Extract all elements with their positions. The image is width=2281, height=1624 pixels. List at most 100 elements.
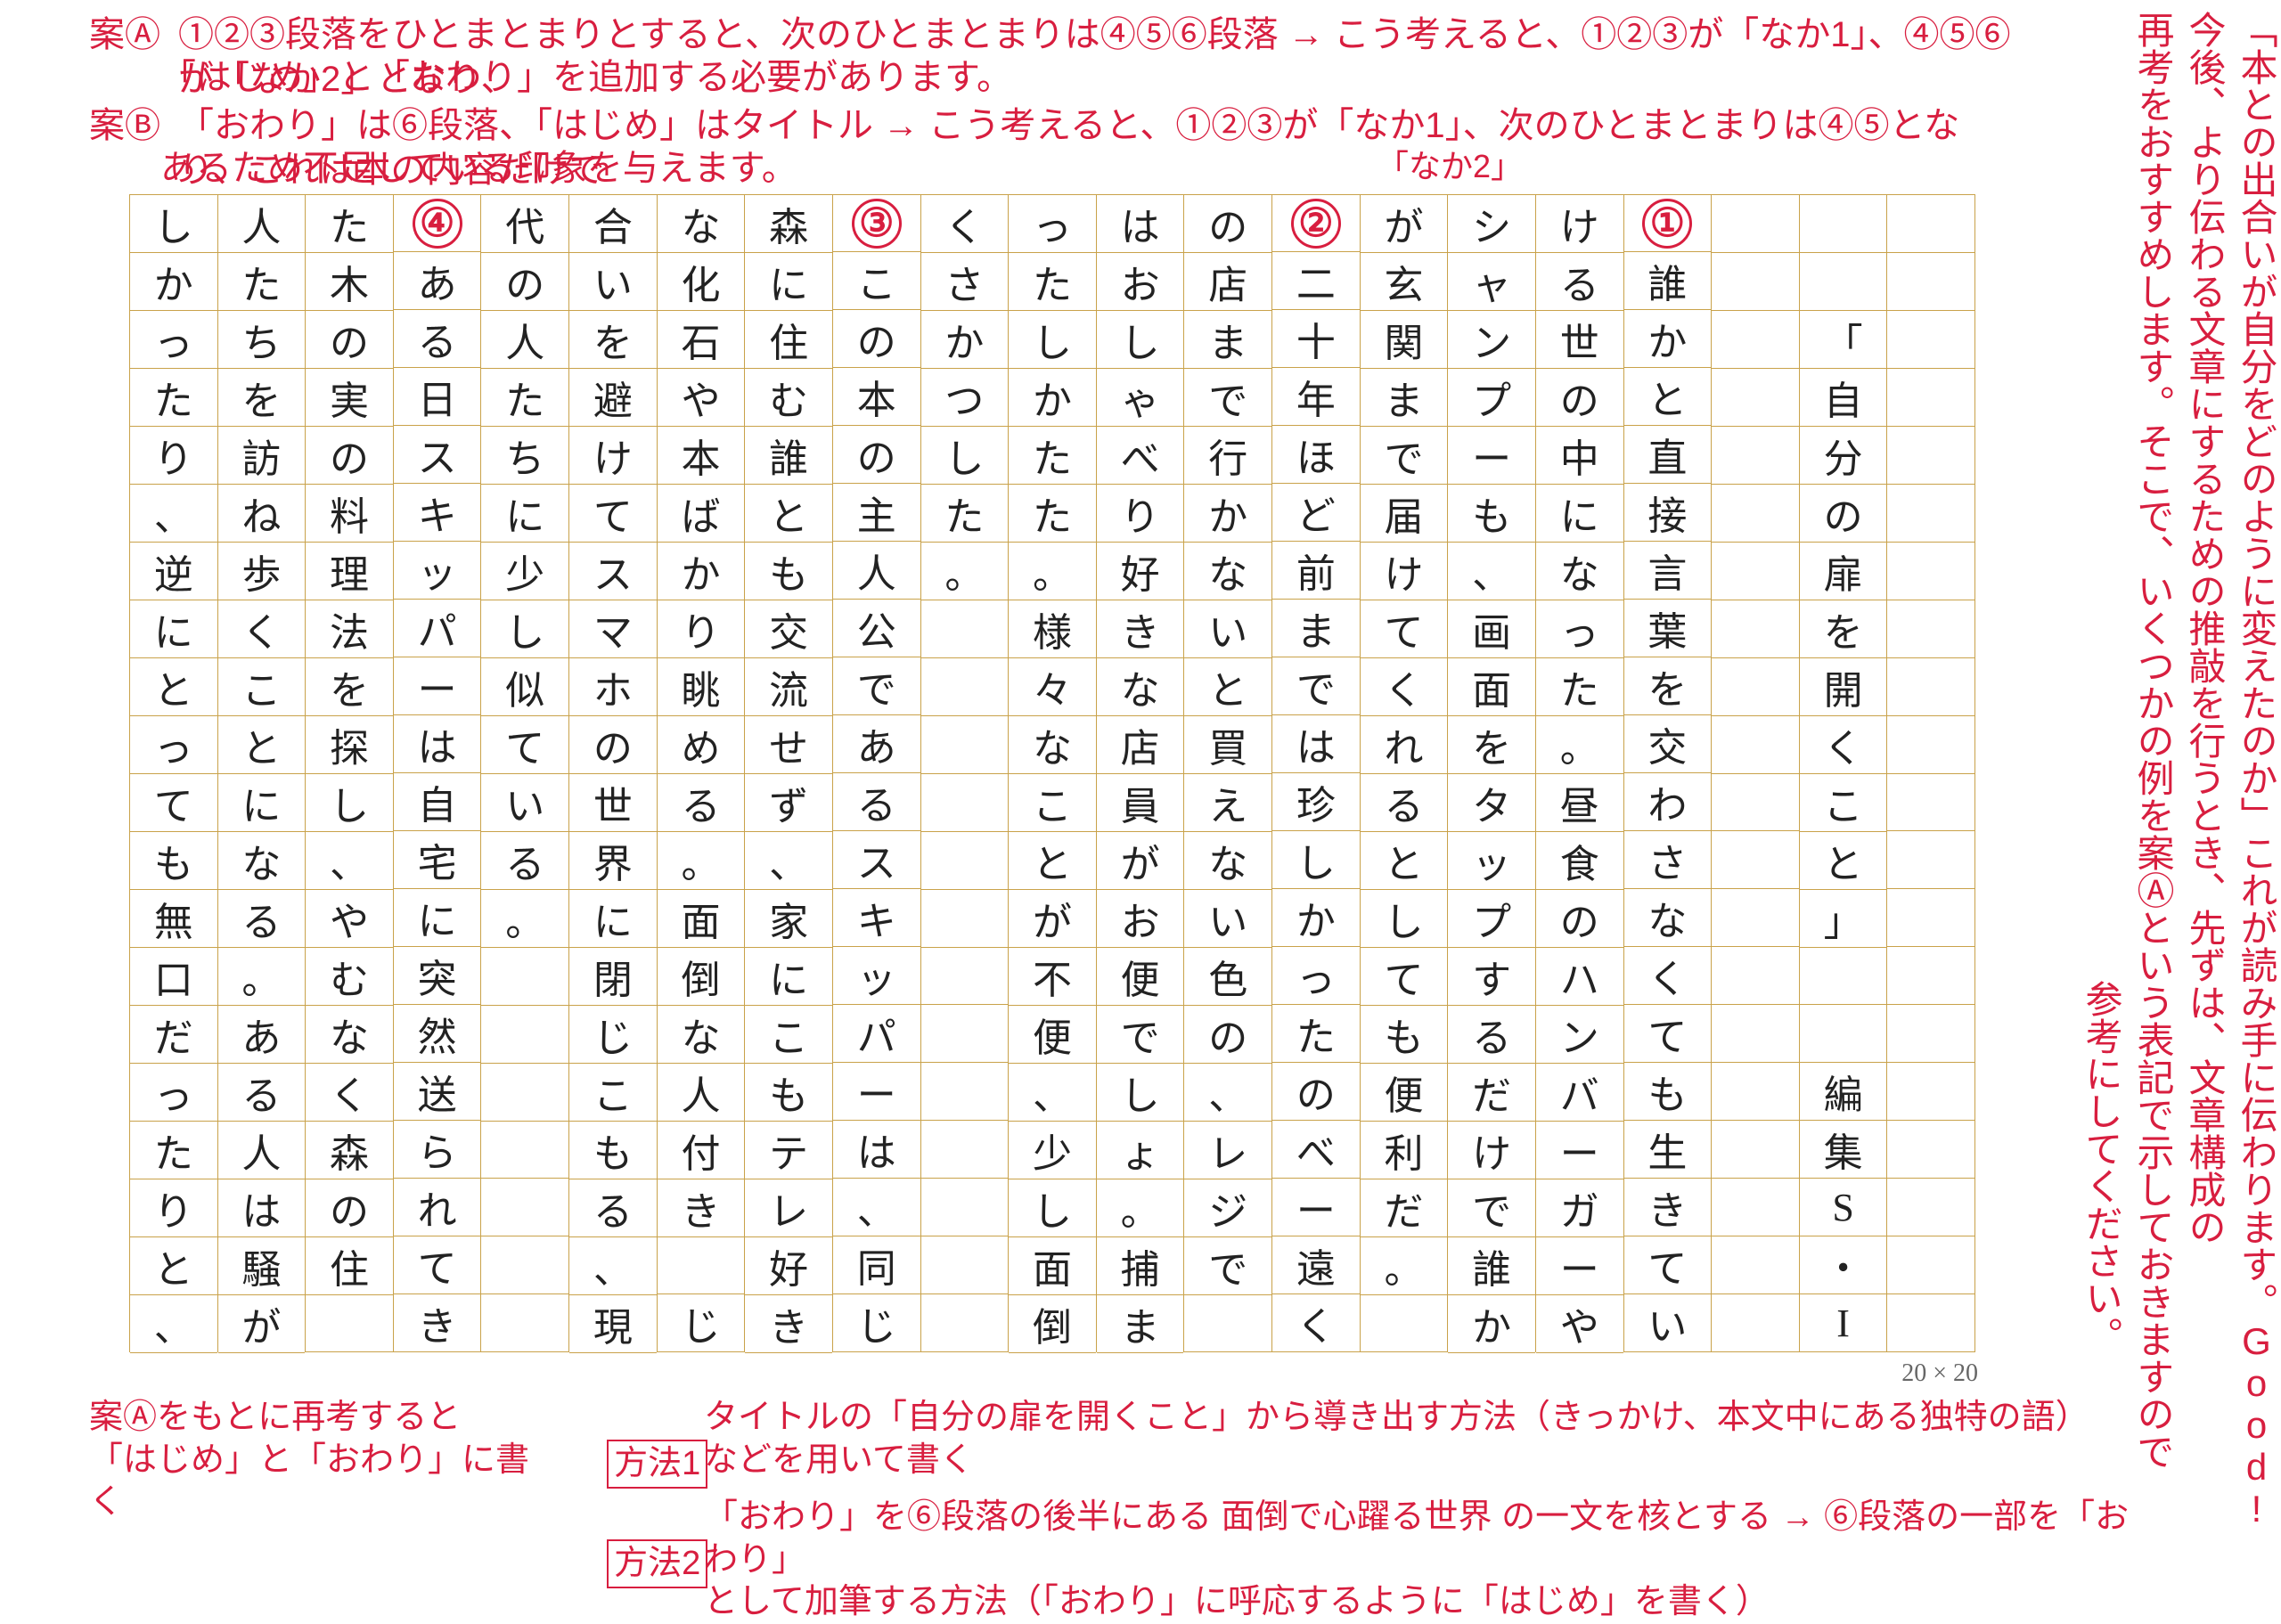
- grid-cell: [1712, 253, 1799, 311]
- grid-cell: こ: [833, 252, 920, 310]
- grid-cell: [1800, 948, 1887, 1006]
- grid-cell: 訪: [218, 427, 306, 485]
- grid-cell: [1887, 600, 1974, 658]
- grid-cell: [921, 658, 1009, 716]
- grid-cell: し: [1097, 311, 1184, 369]
- grid-cell: [481, 1122, 568, 1179]
- grid-cell: ー: [1272, 1179, 1360, 1236]
- grid-cell: 面: [1009, 1237, 1096, 1295]
- grid-column: 森に住む誰とも交流せず、家にこもテレ好き: [745, 194, 833, 1352]
- grid-cell: 開: [1800, 658, 1887, 716]
- grid-cell: け: [1361, 543, 1448, 600]
- grid-column: [1887, 194, 1975, 1352]
- grid-cell: か: [1184, 485, 1271, 543]
- grid-cell: [481, 948, 568, 1006]
- grid-cell: て: [481, 716, 568, 774]
- grid-cell: 歩: [218, 543, 306, 600]
- grid-cell: た: [306, 194, 393, 253]
- grid-cell: ③: [833, 194, 920, 252]
- grid-cell: 接: [1624, 484, 1712, 542]
- grid-cell: 面: [658, 890, 745, 948]
- grid-cell: で: [1097, 1006, 1184, 1064]
- grid-cell: 便: [1009, 1006, 1096, 1064]
- grid-cell: わ: [1624, 773, 1712, 831]
- grid-cell: く: [306, 1064, 393, 1122]
- grid-cell: た: [1009, 253, 1096, 311]
- grid-cell: [1800, 1005, 1887, 1063]
- grid-cell: で: [1272, 657, 1360, 715]
- grid-cell: [1887, 1179, 1974, 1236]
- grid-cell: な: [218, 832, 306, 890]
- grid-cell: [1712, 600, 1799, 658]
- grid-cell: 主: [833, 484, 920, 542]
- grid-cell: ①: [1624, 194, 1712, 252]
- grid-cell: 誰: [1448, 1237, 1535, 1295]
- grid-cell: 避: [569, 369, 657, 427]
- grid-cell: 現: [569, 1295, 657, 1353]
- grid-column: な化石や本ばかり眺める。面倒な人付きじ: [658, 194, 746, 1352]
- grid-cell: 。: [1009, 543, 1096, 600]
- grid-cell: い: [569, 253, 657, 311]
- grid-cell: マ: [569, 600, 657, 658]
- grid-column: 代の人たちに少し似ている。: [481, 194, 569, 1352]
- grid-cell: 便: [1097, 948, 1184, 1006]
- grid-cell: る: [569, 1179, 657, 1237]
- method1-text: タイトルの「自分の扉を開くこと」から導き出す方法（きっかけ、本文中にある独特の語…: [704, 1397, 2147, 1481]
- grid-cell: 化: [658, 253, 745, 311]
- grid-cell: る: [218, 1064, 306, 1122]
- grid-cell: り: [658, 600, 745, 658]
- grid-cell: た: [481, 369, 568, 427]
- grid-cell: 石: [658, 311, 745, 369]
- grid-cell: [1712, 889, 1799, 947]
- grid-cell: [1712, 1179, 1799, 1236]
- grid-cell: I: [1800, 1294, 1887, 1352]
- case-a-line2: 「はじめ」と「おわり」を追加する必要があります。: [160, 55, 1996, 100]
- grid-cell: く: [1272, 1294, 1360, 1352]
- grid-cell: め: [658, 716, 745, 774]
- grid-cell: な: [658, 194, 745, 253]
- grid-cell: を: [306, 658, 393, 716]
- grid-cell: 公: [833, 600, 920, 657]
- grid-cell: [481, 1064, 568, 1122]
- grid-cell: 中: [1536, 427, 1623, 485]
- grid-cell: 利: [1361, 1122, 1448, 1179]
- grid-cell: [658, 1237, 745, 1294]
- grid-cell: ホ: [569, 658, 657, 716]
- grid-cell: 日: [394, 368, 481, 426]
- grid-cell: ー: [1536, 1237, 1623, 1295]
- grid-cell: 人: [833, 542, 920, 600]
- grid-cell: じ: [658, 1294, 745, 1352]
- grid-cell: が: [1361, 194, 1448, 253]
- grid-cell: か: [1272, 889, 1360, 947]
- case-b-line2: あるため不足している印象を与えます。: [160, 146, 1996, 191]
- grid-cell: 。: [1536, 716, 1623, 774]
- grid-cell: 、: [569, 1237, 657, 1295]
- grid-cell: か: [130, 253, 217, 311]
- grid-cell: 。: [218, 948, 306, 1006]
- grid-cell: 家: [745, 890, 832, 948]
- grid-cell: 好: [1097, 543, 1184, 600]
- grid-cell: [921, 1063, 1009, 1121]
- grid-cell: き: [1624, 1179, 1712, 1236]
- grid-cell: べ: [1272, 1121, 1360, 1179]
- method2-label: 方法2: [607, 1539, 707, 1589]
- grid-cell: 食: [1536, 832, 1623, 890]
- grid-cell: る: [218, 890, 306, 948]
- grid-cell: け: [1536, 194, 1623, 253]
- grid-cell: 法: [306, 600, 393, 658]
- grid-cell: べ: [1097, 427, 1184, 485]
- grid-cell: は: [218, 1179, 306, 1237]
- grid-cell: 面: [1448, 658, 1535, 716]
- grid-cell: 然: [394, 1005, 481, 1063]
- margin-note-line3: 再考をおすすめします。そこで、いくつかの例を案Ⓐという表記で示しておきますので: [2130, 11, 2177, 1605]
- grid-cell: 無: [130, 890, 217, 948]
- grid-cell: [1712, 1063, 1799, 1121]
- grid-cell: ょ: [1097, 1122, 1184, 1179]
- grid-cell: レ: [745, 1179, 832, 1237]
- grid-cell: あ: [833, 715, 920, 773]
- grid-cell: の: [306, 311, 393, 369]
- grid-cell: ま: [1272, 600, 1360, 657]
- bottom-intro: 案Ⓐをもとに再考すると 「はじめ」と「おわり」に書く: [89, 1397, 552, 1524]
- grid-cell: 口: [130, 948, 217, 1006]
- grid-cell: は: [1097, 194, 1184, 253]
